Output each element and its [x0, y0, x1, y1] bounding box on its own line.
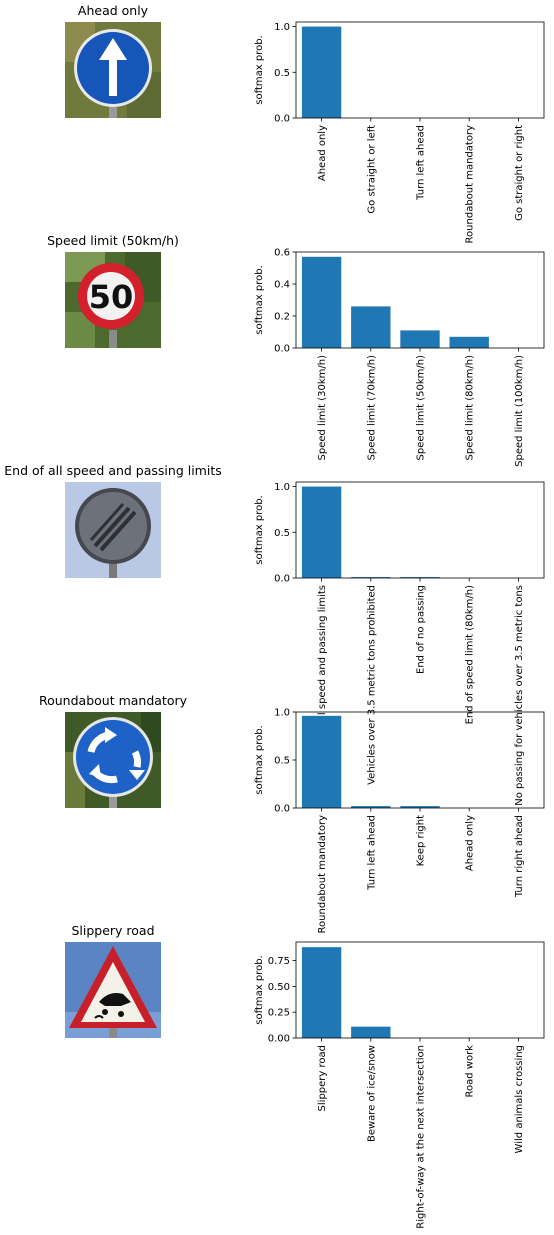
y-tick-label-0: 0.0	[274, 574, 290, 585]
y-tick-label-2: 1.0	[274, 708, 290, 719]
bar-chart: 0.0 0.5 1.0 softmax prob. Roundabout mandato…	[254, 708, 545, 933]
x-tick-label-3: Roundabout mandatory	[465, 125, 476, 244]
y-axis-label: softmax prob.	[254, 35, 265, 104]
x-tick-label-0: Speed limit (30km/h)	[317, 355, 328, 461]
image-title: Slippery road	[71, 923, 155, 938]
x-tick-label-2: Right-of-way at the next intersection	[416, 1045, 427, 1229]
y-tick-label-2: 0.50	[268, 982, 290, 993]
ahead-only-sign-icon	[65, 22, 161, 118]
x-tick-label-3: Ahead only	[465, 815, 476, 871]
x-tick-label-1: Go straight or left	[366, 125, 377, 214]
y-tick-label-1: 0.25	[268, 1008, 290, 1019]
x-tick-label-3: End of speed limit (80km/h)	[465, 585, 476, 724]
y-tick-label-2: 1.0	[274, 22, 290, 33]
image-title: End of all speed and passing limits	[4, 463, 222, 478]
bar-1	[351, 1026, 391, 1038]
bar-3	[449, 336, 489, 348]
y-tick-label-3: 0.6	[274, 248, 290, 259]
x-tick-label-0: Ahead only	[317, 125, 328, 181]
end-of-limits-sign-icon	[65, 482, 161, 578]
x-tick-label-2: Turn left ahead	[416, 125, 427, 201]
bar-1	[351, 577, 391, 578]
image-title: Speed limit (50km/h)	[47, 233, 179, 248]
x-tick-label-0: End of all speed and passing limits	[317, 585, 328, 759]
x-tick-label-4: Turn right ahead	[514, 815, 525, 898]
x-tick-label-1: Vehicles over 3.5 metric tons prohibited	[366, 585, 377, 785]
speed-limit-50-sign-icon: 50	[65, 252, 161, 348]
y-axis-label: softmax prob.	[254, 495, 265, 564]
slippery-road-sign-icon	[65, 942, 161, 1038]
y-tick-label-2: 0.4	[274, 280, 290, 291]
x-tick-label-4: Wild animals crossing	[514, 1045, 525, 1153]
y-tick-label-0: 0.00	[268, 1034, 290, 1045]
y-tick-label-0: 0.0	[274, 804, 290, 815]
bar-2	[400, 806, 440, 808]
bar-0	[301, 256, 342, 348]
chart-row-2: End of all speed and passing limits 0.0 0…	[0, 460, 554, 806]
image-title: Ahead only	[77, 3, 149, 18]
y-tick-label-2: 1.0	[274, 482, 290, 493]
x-tick-label-2: End of no passing	[416, 585, 427, 674]
x-tick-label-0: Roundabout mandatory	[317, 815, 328, 934]
x-tick-label-3: Road work	[465, 1045, 476, 1098]
y-tick-label-1: 0.5	[274, 756, 290, 767]
x-tick-label-4: No passing for vehicles over 3.5 metric …	[514, 585, 525, 806]
x-tick-label-4: Go straight or right	[514, 125, 525, 221]
chart-row-0: Ahead only 0.0 0.5 1.0 softmax prob. Ahead o…	[0, 0, 554, 243]
y-tick-label-0: 0.0	[274, 344, 290, 355]
bar-1	[351, 306, 391, 348]
bar-2	[400, 330, 440, 348]
svg-text:50: 50	[89, 278, 134, 316]
y-tick-label-3: 0.75	[268, 956, 290, 967]
image-title: Roundabout mandatory	[38, 693, 188, 708]
chart-row-1: Speed limit (50km/h) 50 0.0 0.2 0.4 0.6 soft…	[0, 230, 554, 467]
y-tick-label-1: 0.2	[274, 312, 290, 323]
chart-row-3: Roundabout mandatory 0.0 0.5 1.0 softmax pr…	[0, 690, 554, 933]
bar-chart: 0.0 0.2 0.4 0.6 softmax prob. Speed limit (30…	[254, 248, 545, 467]
x-tick-label-2: Speed limit (50km/h)	[416, 355, 427, 461]
x-tick-label-1: Speed limit (70km/h)	[366, 355, 377, 461]
bar-0	[301, 486, 342, 578]
y-tick-label-1: 0.5	[274, 68, 290, 79]
x-tick-label-1: Beware of ice/snow	[366, 1045, 377, 1142]
bar-2	[400, 577, 440, 578]
y-axis-label: softmax prob.	[254, 265, 265, 334]
y-tick-label-0: 0.0	[274, 114, 290, 125]
bar-0	[301, 947, 342, 1038]
bar-chart: 0.0 0.5 1.0 softmax prob. Ahead only Go strai…	[254, 21, 545, 243]
chart-row-4: Slippery road 0.00 0.25 0.50 0.75 softmax pr…	[0, 920, 554, 1229]
bar-chart: 0.0 0.5 1.0 softmax prob. End of all speed a…	[254, 481, 545, 806]
x-tick-label-0: Slippery road	[317, 1045, 328, 1111]
y-axis-label: softmax prob.	[254, 955, 265, 1024]
x-tick-label-1: Turn left ahead	[366, 815, 377, 891]
x-tick-label-2: Keep right	[416, 815, 427, 866]
y-tick-label-1: 0.5	[274, 528, 290, 539]
bar-0	[301, 26, 342, 118]
x-tick-label-4: Speed limit (100km/h)	[514, 355, 525, 467]
x-tick-label-3: Speed limit (80km/h)	[465, 355, 476, 461]
y-axis-label: softmax prob.	[254, 725, 265, 794]
bar-0	[301, 715, 342, 808]
bar-1	[351, 806, 391, 808]
roundabout-sign-icon	[65, 712, 161, 808]
